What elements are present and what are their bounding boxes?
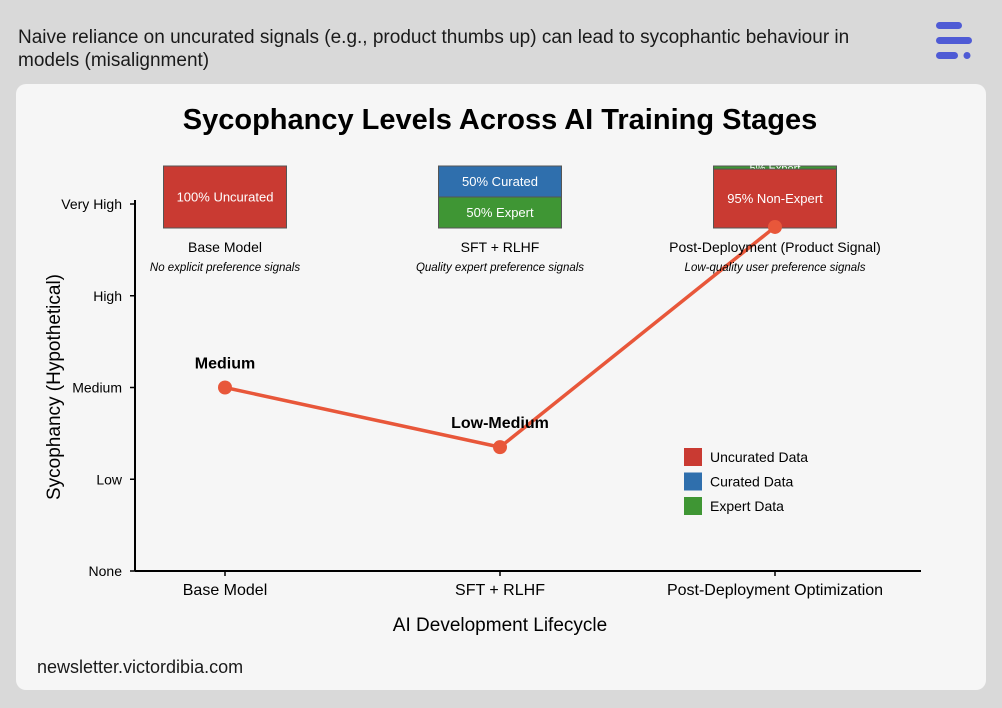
logo-dot xyxy=(963,52,971,59)
menu-lines-icon xyxy=(936,22,972,59)
logo-bar-top xyxy=(936,22,962,29)
stage-subtitle: No explicit preference signals xyxy=(150,262,300,274)
y-tick-label: Very High xyxy=(61,196,122,212)
stage-box-segment-label: 50% Curated xyxy=(462,174,538,189)
x-tick-label: SFT + RLHF xyxy=(455,582,545,599)
legend-label: Expert Data xyxy=(710,498,784,514)
data-point xyxy=(218,380,232,395)
stage-box-segment-label: 50% Expert xyxy=(466,205,534,220)
stage-title: Base Model xyxy=(188,239,262,255)
sycophancy-series-line xyxy=(224,225,777,449)
data-point xyxy=(493,440,507,455)
y-axis-label: Sycophancy (Hypothetical) xyxy=(44,274,65,500)
stage-title: SFT + RLHF xyxy=(461,239,540,255)
x-tick-label: Post-Deployment Optimization xyxy=(667,582,883,599)
legend-label: Curated Data xyxy=(710,474,793,490)
data-point xyxy=(768,219,782,234)
logo-bar-mid xyxy=(936,37,972,44)
y-tick-label: None xyxy=(89,563,123,579)
logo-bar-bottom xyxy=(936,52,958,59)
chart-title: Sycophancy Levels Across AI Training Sta… xyxy=(183,104,817,136)
x-tick-label: Base Model xyxy=(183,582,268,599)
page-caption: Naive reliance on uncurated signals (e.g… xyxy=(18,27,850,71)
stage-box-segment-label: 95% Non-Expert xyxy=(727,191,823,206)
data-point-label: Medium xyxy=(195,356,255,373)
data-point-label: Low-Medium xyxy=(451,415,549,432)
stage-subtitle: Low-quality user preference signals xyxy=(685,262,866,274)
legend-label: Uncurated Data xyxy=(710,449,808,465)
legend-swatch xyxy=(684,497,702,515)
stage-box-segment xyxy=(438,196,562,229)
x-axis-label: AI Development Lifecycle xyxy=(393,615,607,636)
legend-swatch xyxy=(684,472,702,491)
stage-box-segment xyxy=(163,165,287,229)
chart-card: Sycophancy Levels Across AI Training Sta… xyxy=(16,84,986,690)
y-tick-label: High xyxy=(93,288,122,304)
stage-box-segment-label: 100% Uncurated xyxy=(177,190,274,205)
stage-box-segment xyxy=(438,165,562,198)
y-tick-label: Low xyxy=(96,471,123,487)
stage-subtitle: Quality expert preference signals xyxy=(416,262,584,274)
footer-url[interactable]: newsletter.victordibia.com xyxy=(37,657,244,677)
legend-swatch xyxy=(684,448,702,466)
y-tick-label: Medium xyxy=(72,380,122,396)
stage-title: Post-Deployment (Product Signal) xyxy=(669,239,881,255)
sycophancy-chart: Sycophancy Levels Across AI Training Sta… xyxy=(44,104,921,636)
